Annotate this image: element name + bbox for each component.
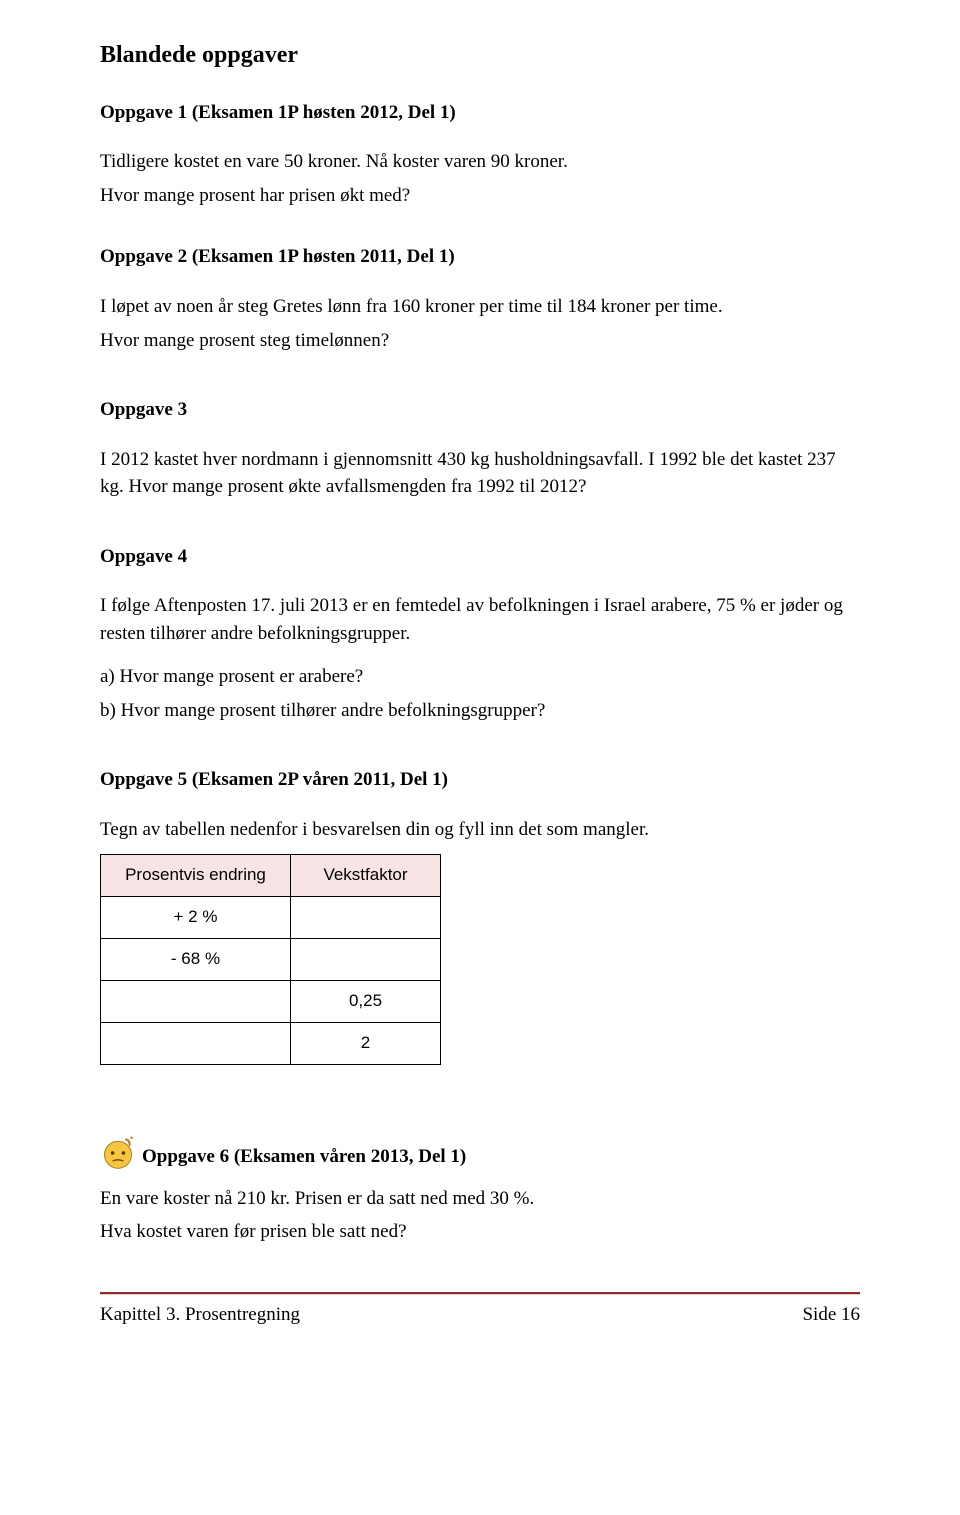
page-title: Blandede oppgaver	[100, 38, 860, 73]
oppgave-5: Oppgave 5 (Eksamen 2P våren 2011, Del 1)…	[100, 766, 860, 1064]
table-cell: 2	[291, 1022, 441, 1064]
oppgave-4-heading: Oppgave 4	[100, 543, 860, 571]
oppgave-2-question: Hvor mange prosent steg timelønnen?	[100, 327, 860, 355]
oppgave-5-heading: Oppgave 5 (Eksamen 2P våren 2011, Del 1)	[100, 766, 860, 794]
oppgave-1-heading: Oppgave 1 (Eksamen 1P høsten 2012, Del 1…	[100, 99, 860, 127]
table-header-row: Prosentvis endring Vekstfaktor	[101, 854, 441, 896]
oppgave-6-heading: Oppgave 6 (Eksamen våren 2013, Del 1)	[142, 1143, 466, 1171]
oppgave-4-item-a: a) Hvor mange prosent er arabere?	[100, 663, 860, 691]
lightbulb-thinking-face-icon	[100, 1135, 136, 1171]
footer-page-number: Side 16	[802, 1301, 860, 1329]
table-cell: 0,25	[291, 980, 441, 1022]
oppgave-6-question: Hva kostet varen før prisen ble satt ned…	[100, 1218, 860, 1246]
oppgave-1-question: Hvor mange prosent har prisen økt med?	[100, 182, 860, 210]
oppgave-1-text: Tidligere kostet en vare 50 kroner. Nå k…	[100, 148, 860, 176]
oppgave-1: Oppgave 1 (Eksamen 1P høsten 2012, Del 1…	[100, 99, 860, 210]
page-footer: Kapittel 3. Prosentregning Side 16	[100, 1292, 860, 1329]
oppgave-4-item-b: b) Hvor mange prosent tilhører andre bef…	[100, 697, 860, 725]
table-cell	[101, 980, 291, 1022]
oppgave-2: Oppgave 2 (Eksamen 1P høsten 2011, Del 1…	[100, 243, 860, 354]
table-cell: - 68 %	[101, 938, 291, 980]
footer-chapter: Kapittel 3. Prosentregning	[100, 1301, 300, 1329]
table-row: + 2 %	[101, 896, 441, 938]
vekstfaktor-table: Prosentvis endring Vekstfaktor + 2 % - 6…	[100, 854, 441, 1065]
oppgave-3-text: I 2012 kastet hver nordmann i gjennomsni…	[100, 446, 860, 501]
table-col1-header: Prosentvis endring	[101, 854, 291, 896]
table-row: - 68 %	[101, 938, 441, 980]
oppgave-4-text: I følge Aftenposten 17. juli 2013 er en …	[100, 592, 860, 647]
oppgave-3-heading: Oppgave 3	[100, 396, 860, 424]
footer-rule-shadow	[100, 1294, 860, 1295]
table-col2-header: Vekstfaktor	[291, 854, 441, 896]
table-cell	[291, 938, 441, 980]
oppgave-2-text: I løpet av noen år steg Gretes lønn fra …	[100, 293, 860, 321]
table-cell	[101, 1022, 291, 1064]
oppgave-3: Oppgave 3 I 2012 kastet hver nordmann i …	[100, 396, 860, 501]
table-row: 2	[101, 1022, 441, 1064]
oppgave-5-text: Tegn av tabellen nedenfor i besvarelsen …	[100, 816, 860, 844]
table-cell	[291, 896, 441, 938]
oppgave-6-text: En vare koster nå 210 kr. Prisen er da s…	[100, 1185, 860, 1213]
oppgave-4: Oppgave 4 I følge Aftenposten 17. juli 2…	[100, 543, 860, 725]
table-cell: + 2 %	[101, 896, 291, 938]
oppgave-2-heading: Oppgave 2 (Eksamen 1P høsten 2011, Del 1…	[100, 243, 860, 271]
oppgave-6: Oppgave 6 (Eksamen våren 2013, Del 1) En…	[100, 1135, 860, 1246]
table-row: 0,25	[101, 980, 441, 1022]
